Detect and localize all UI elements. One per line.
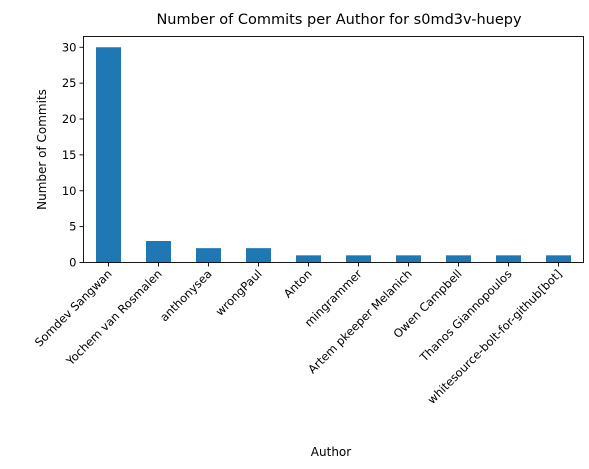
x-tick-label: Thanos Giannopoulos: [416, 267, 514, 365]
y-axis: 0 5 10 15 20 25 30: [62, 40, 84, 270]
y-tick-label: 25: [62, 76, 77, 90]
bar-owen-campbell: [446, 255, 471, 263]
bar-anthonysea: [196, 248, 221, 263]
bar-mingrammer: [346, 255, 371, 263]
y-tick-label: 10: [62, 184, 77, 198]
x-tick-label: Yochem van Rosmalen: [63, 267, 165, 369]
bar-anton: [296, 255, 321, 263]
bar-yochem-van-rosmalen: [146, 240, 171, 263]
y-axis-label: Number of Commits: [35, 89, 49, 210]
bar-thanos-giannopoulos: [496, 255, 521, 263]
x-tick-label: Anton: [281, 267, 315, 301]
y-tick-label: 15: [62, 148, 77, 162]
y-tick-label: 20: [62, 112, 77, 126]
y-tick-label: 0: [69, 256, 76, 270]
x-tick-label: wrongPaul: [213, 267, 265, 319]
x-tick-label: Artem pkeeper Melanich: [305, 267, 414, 376]
x-tick-label: anthonysea: [157, 267, 215, 325]
bar-somdev-sangwan: [96, 47, 121, 263]
y-tick-label: 30: [62, 40, 77, 54]
bars-layer: [96, 47, 571, 263]
plot-frame: [83, 36, 584, 263]
bar-artem-pkeeper-melanich: [396, 255, 421, 263]
chart-title: Number of Commits per Author for s0md3v-…: [156, 12, 521, 28]
bar-wrongpaul: [246, 248, 271, 263]
bar-whitesource-bolt-for-github-bot: [546, 255, 571, 263]
x-axis-label: Author: [311, 445, 351, 459]
y-tick-label: 5: [69, 220, 76, 234]
